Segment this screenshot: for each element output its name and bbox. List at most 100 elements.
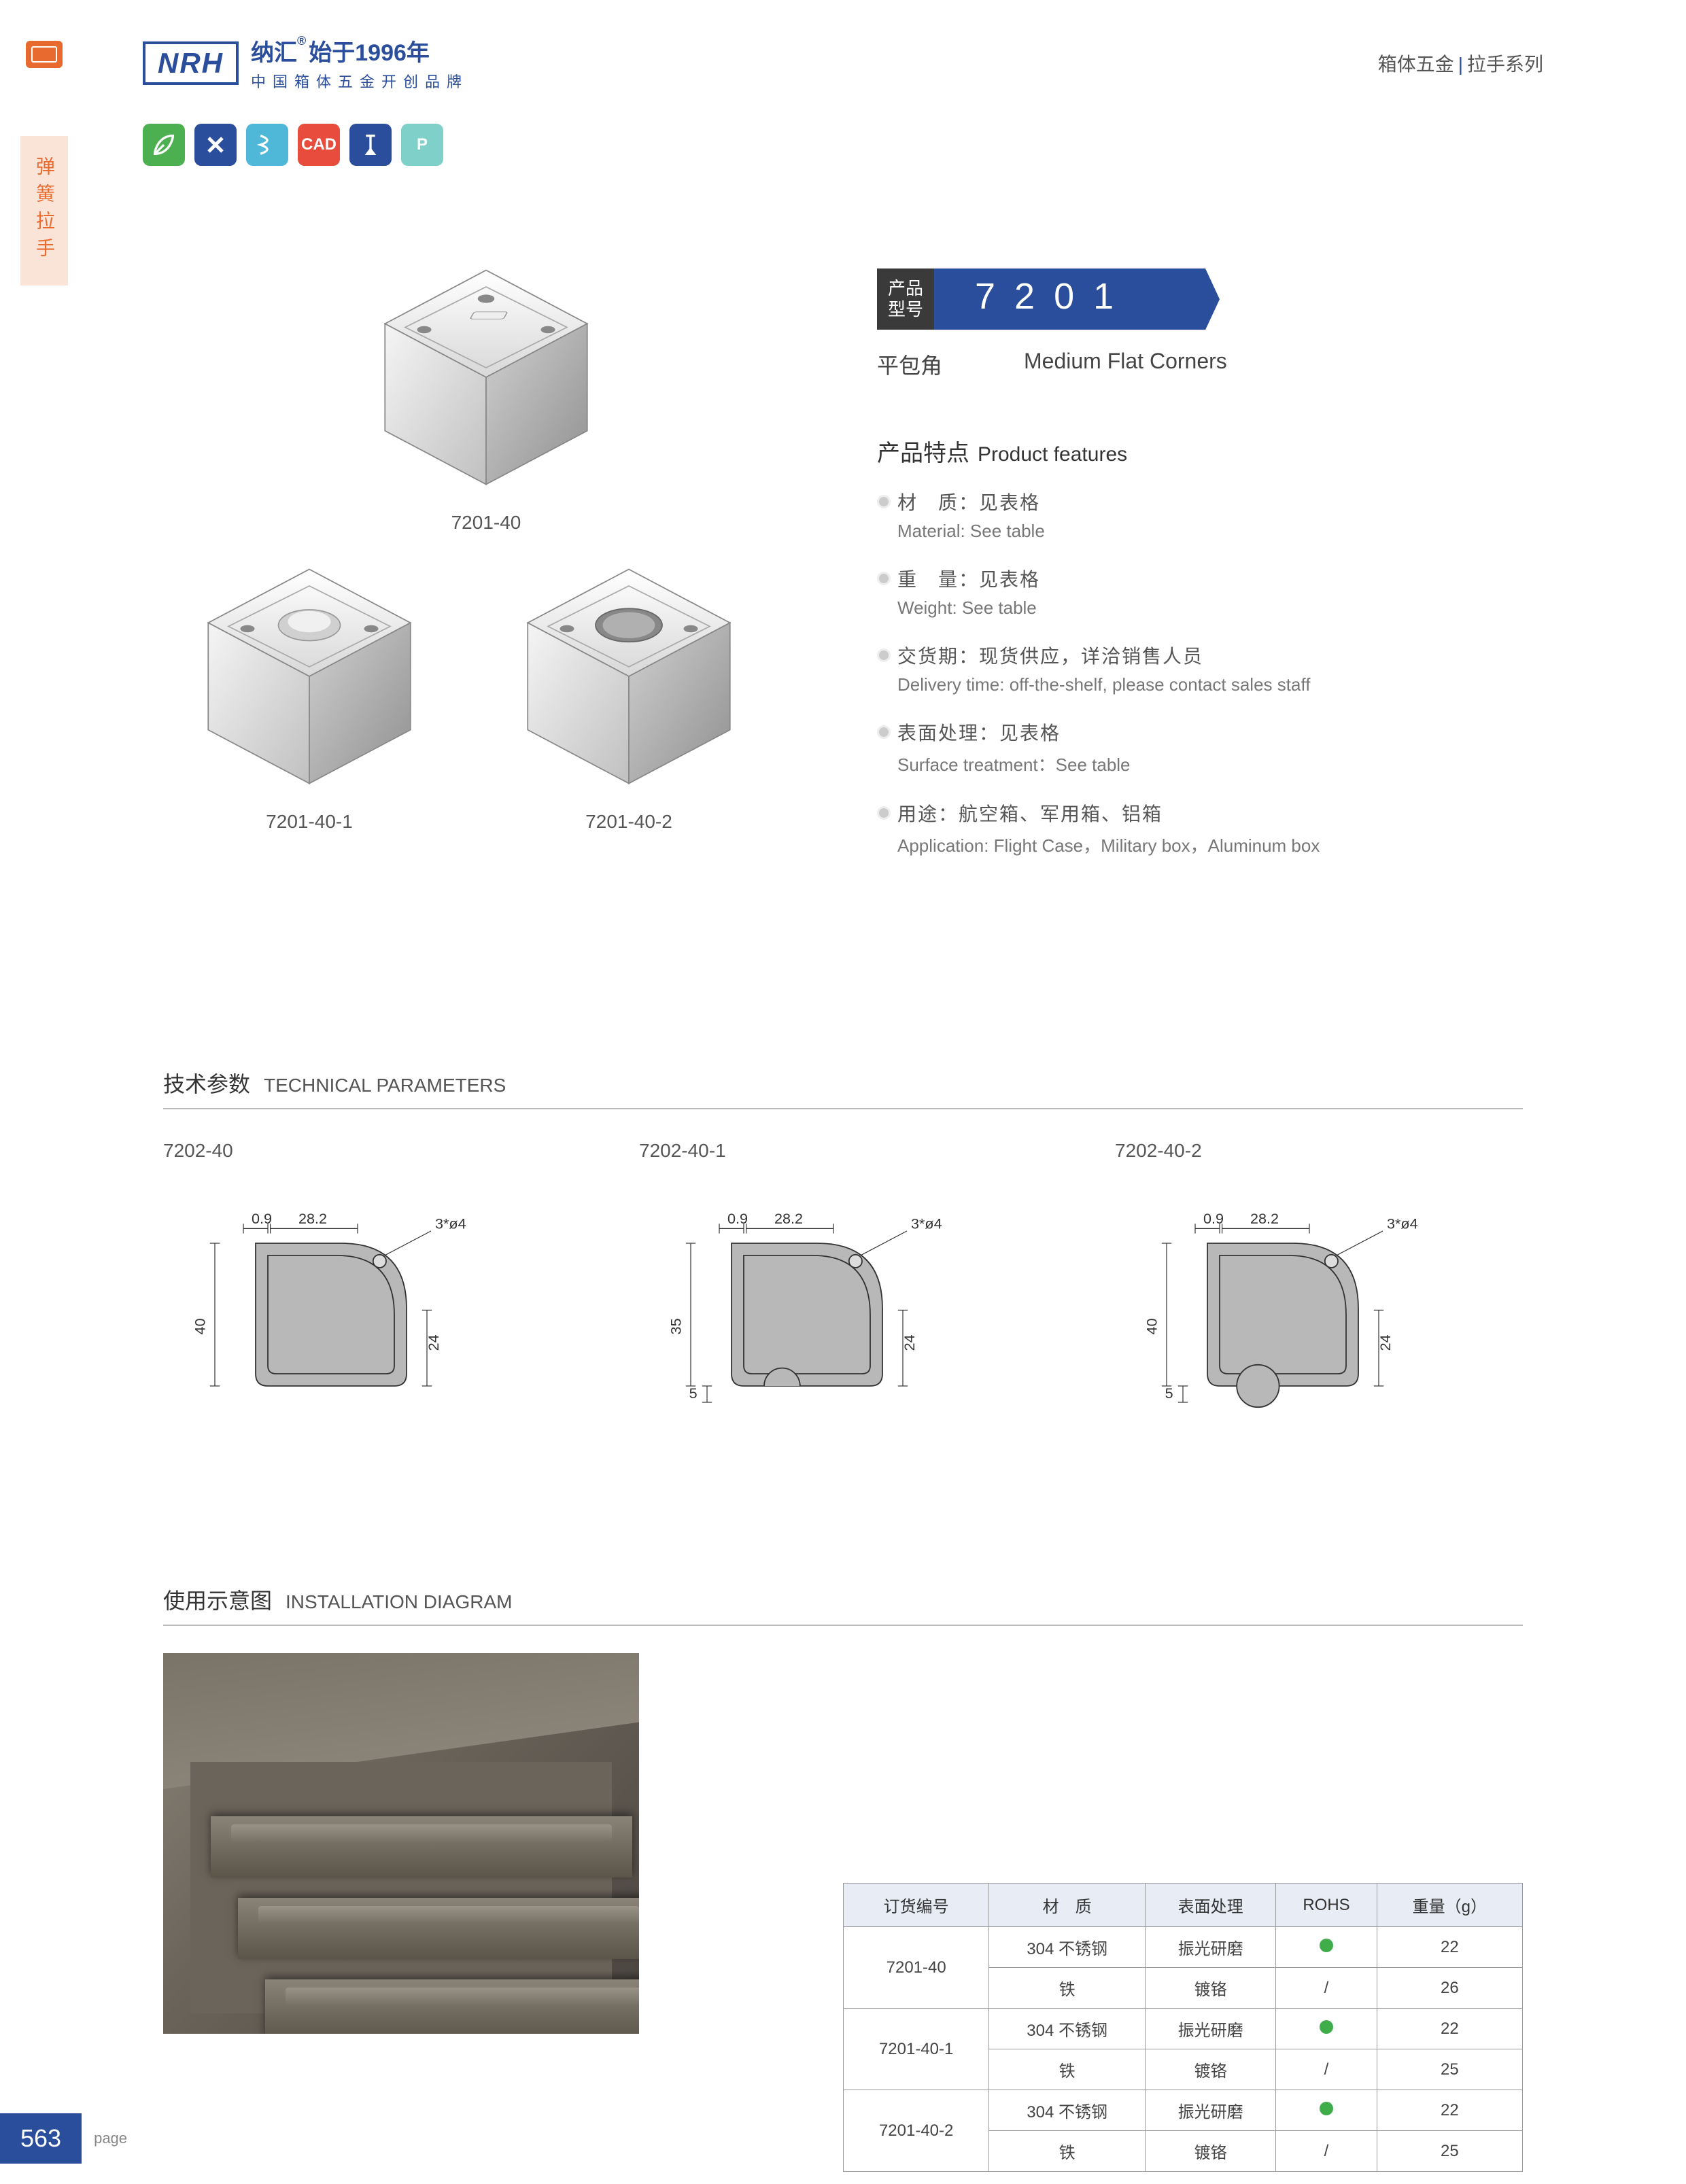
spec-weight: 26: [1377, 1968, 1522, 2009]
table-row: 7201-40-1304 不锈钢振光研磨22: [844, 2009, 1523, 2049]
feature-en: Delivery time: off-the-shelf, please con…: [897, 674, 1502, 695]
spec-header: 材 质: [989, 1884, 1146, 1927]
product-images: 7201-40 7201-40-1 7201-40-2: [190, 258, 789, 843]
feature-cn: 交货期：现货供应，详洽销售人员: [897, 642, 1502, 669]
product-1-label: 7201-40: [367, 512, 605, 534]
feature-item: 重 量：见表格Weight: See table: [877, 565, 1502, 619]
side-tab-label: 弹簧拉手: [31, 156, 58, 265]
svg-text:24: 24: [425, 1334, 442, 1351]
spec-material: 304 不锈钢: [989, 1927, 1146, 1968]
spec-material: 铁: [989, 1968, 1146, 2009]
logo-area: NRH 纳汇®始于1996年 中国箱体五金开创品牌: [143, 34, 468, 92]
svg-text:3*ø4: 3*ø4: [911, 1215, 942, 1232]
param-icons-row: CAD P: [143, 124, 443, 166]
spec-header: 重量（g）: [1377, 1884, 1522, 1927]
brand-cn: 纳汇: [251, 40, 297, 66]
spec-weight: 22: [1377, 2009, 1522, 2049]
spec-material: 铁: [989, 2131, 1146, 2172]
model-number: 7201: [934, 268, 1220, 330]
cad-icon: CAD: [298, 124, 340, 166]
features-title: 产品特点Product features: [877, 434, 1502, 468]
spec-weight: 25: [1377, 2131, 1522, 2172]
install-photo: [163, 1653, 639, 2034]
svg-text:40: 40: [192, 1318, 209, 1334]
info-panel: 产品 型号 7201 平包角 Medium Flat Corners 产品特点P…: [877, 268, 1502, 880]
screw-icon: [349, 124, 392, 166]
spec-table-wrap: 订货编号材 质表面处理ROHS重量（g） 7201-40304 不锈钢振光研磨2…: [843, 1883, 1523, 2172]
svg-text:5: 5: [1165, 1385, 1173, 1402]
spec-rohs: [1276, 2090, 1377, 2131]
spec-weight: 25: [1377, 2049, 1522, 2090]
table-row: 7201-40304 不锈钢振光研磨22: [844, 1927, 1523, 1968]
feature-cn: 材 质：见表格: [897, 488, 1502, 515]
svg-text:28.2: 28.2: [298, 1210, 327, 1227]
feature-en: Material: See table: [897, 521, 1502, 542]
side-tab: 弹簧拉手: [20, 136, 68, 285]
page-header: NRH 纳汇®始于1996年 中国箱体五金开创品牌 箱体五金|拉手系列: [143, 34, 1543, 92]
header-category: 箱体五金|拉手系列: [1378, 50, 1543, 77]
feature-cn: 表面处理：见表格: [897, 718, 1502, 746]
features-block: 产品特点Product features 材 质：见表格 Material: Se…: [877, 434, 1502, 857]
p-icon: P: [401, 124, 443, 166]
install-title: 使用示意图INSTALLATION DIAGRAM: [163, 1584, 1523, 1626]
spec-weight: 22: [1377, 2090, 1522, 2131]
brand-year: 始于1996年: [309, 40, 430, 66]
spec-rohs: /: [1276, 2131, 1377, 2172]
feature-en: Application: Flight Case，Military box，Al…: [897, 832, 1502, 857]
svg-text:0.9: 0.9: [1203, 1210, 1224, 1227]
spec-header: 订货编号: [844, 1884, 989, 1927]
tech-diagram: 7202-40-1 0.9 28.2 3*ø4 35 24 5: [639, 1140, 1020, 1442]
tools-icon: [194, 124, 237, 166]
diagram-label: 7202-40-1: [639, 1140, 1020, 1162]
spec-material: 铁: [989, 2049, 1146, 2090]
page-label: page: [94, 2130, 127, 2147]
svg-text:5: 5: [689, 1385, 698, 1402]
diagram-label: 7202-40: [163, 1140, 544, 1162]
spec-header: 表面处理: [1145, 1884, 1275, 1927]
feature-cn: 用途：航空箱、军用箱、铝箱: [897, 799, 1502, 827]
spec-material: 304 不锈钢: [989, 2090, 1146, 2131]
spec-finish: 振光研磨: [1145, 1927, 1275, 1968]
svg-text:28.2: 28.2: [774, 1210, 803, 1227]
spec-code: 7201-40-1: [844, 2009, 989, 2090]
svg-text:0.9: 0.9: [252, 1210, 272, 1227]
product-image-3: 7201-40-2: [510, 557, 748, 833]
spec-rohs: /: [1276, 2049, 1377, 2090]
product-image-2: 7201-40-1: [190, 557, 428, 833]
spec-table: 订货编号材 质表面处理ROHS重量（g） 7201-40304 不锈钢振光研磨2…: [843, 1883, 1523, 2172]
side-category-icon: [26, 41, 63, 68]
spec-header: ROHS: [1276, 1884, 1377, 1927]
page-number: 563: [0, 2113, 82, 2164]
feature-item: 交货期：现货供应，详洽销售人员 Delivery time: off-the-sh…: [877, 642, 1502, 695]
tech-section: 技术参数TECHNICAL PARAMETERS 7202-40 0.9 28.…: [163, 1067, 1523, 1442]
svg-text:3*ø4: 3*ø4: [435, 1215, 466, 1232]
table-row: 7201-40-2304 不锈钢振光研磨22: [844, 2090, 1523, 2131]
svg-text:24: 24: [1377, 1334, 1394, 1351]
svg-text:35: 35: [668, 1318, 685, 1334]
product-2-label: 7201-40-1: [190, 811, 428, 833]
svg-text:0.9: 0.9: [727, 1210, 748, 1227]
spec-rohs: [1276, 2009, 1377, 2049]
model-label: 产品 型号: [877, 268, 934, 330]
product-3-label: 7201-40-2: [510, 811, 748, 833]
product-image-1: 7201-40: [367, 258, 605, 534]
spec-finish: 镀铬: [1145, 2131, 1275, 2172]
feature-item: 表面处理：见表格 Surface treatment：See table: [877, 718, 1502, 776]
model-badge: 产品 型号 7201: [877, 268, 1502, 330]
spec-finish: 振光研磨: [1145, 2090, 1275, 2131]
feature-en: Weight: See table: [897, 597, 1502, 619]
svg-text:40: 40: [1143, 1318, 1160, 1334]
spec-code: 7201-40: [844, 1927, 989, 2009]
spec-finish: 振光研磨: [1145, 2009, 1275, 2049]
feature-item: 用途：航空箱、军用箱、铝箱 Application: Flight Case，Mi…: [877, 799, 1502, 857]
brand-tagline: 中国箱体五金开创品牌: [251, 70, 468, 92]
svg-text:28.2: 28.2: [1250, 1210, 1279, 1227]
feature-en: Surface treatment：See table: [897, 751, 1502, 776]
svg-text:24: 24: [901, 1334, 918, 1351]
brand-text: 纳汇®始于1996年 中国箱体五金开创品牌: [251, 34, 468, 92]
feature-item: 材 质：见表格 Material: See table: [877, 488, 1502, 542]
spec-code: 7201-40-2: [844, 2090, 989, 2172]
svg-text:3*ø4: 3*ø4: [1387, 1215, 1418, 1232]
spec-weight: 22: [1377, 1927, 1522, 1968]
spring-icon: [246, 124, 288, 166]
